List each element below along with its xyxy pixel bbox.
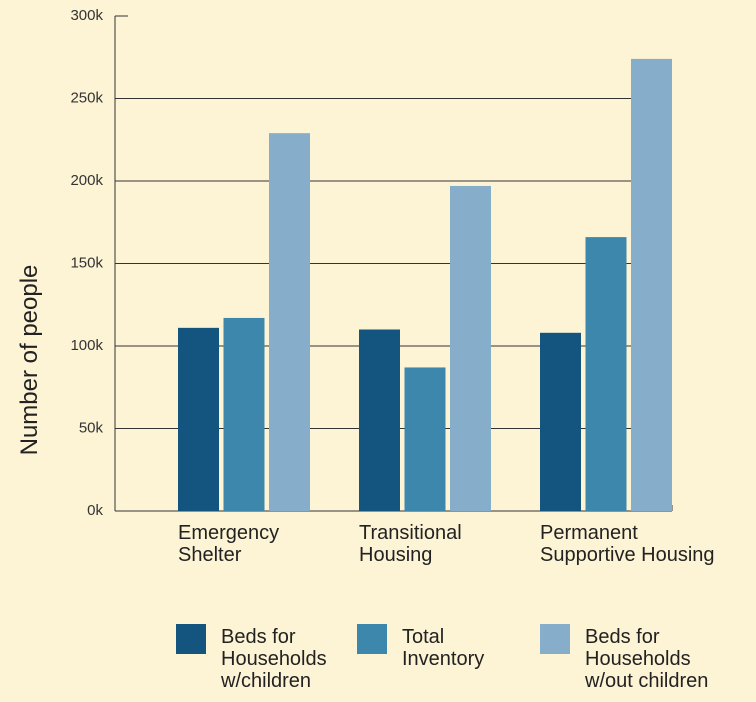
bar	[269, 133, 310, 511]
x-tick-label: Permanent Supportive Housing	[540, 522, 715, 566]
y-tick-label: 300k	[70, 7, 103, 24]
bar	[585, 237, 627, 511]
legend-swatch	[357, 624, 387, 654]
bar	[178, 327, 219, 511]
legend-label: Total Inventory	[402, 626, 485, 670]
x-tick-label: Transitional Housing	[359, 522, 462, 566]
y-tick-label: 150k	[70, 254, 103, 271]
bar	[359, 329, 400, 511]
legend-label: Beds for Households w/children	[221, 626, 327, 692]
y-tick-label: 250k	[70, 89, 103, 106]
bar	[450, 185, 491, 511]
y-tick-label: 0k	[87, 502, 103, 519]
legend-swatch	[540, 624, 570, 654]
bar	[631, 58, 672, 512]
bar	[404, 367, 446, 511]
legend-label: Beds for Households w/out children	[585, 626, 709, 692]
x-tick-label: Emergency Shelter	[178, 522, 280, 566]
y-axis-label: Number of people	[16, 264, 43, 456]
legend-swatch	[176, 624, 206, 654]
bar	[223, 317, 265, 511]
y-tick-label: 200k	[70, 172, 103, 189]
y-tick-label: 100k	[70, 337, 103, 354]
bar	[540, 332, 581, 511]
y-tick-label: 50k	[79, 419, 104, 436]
